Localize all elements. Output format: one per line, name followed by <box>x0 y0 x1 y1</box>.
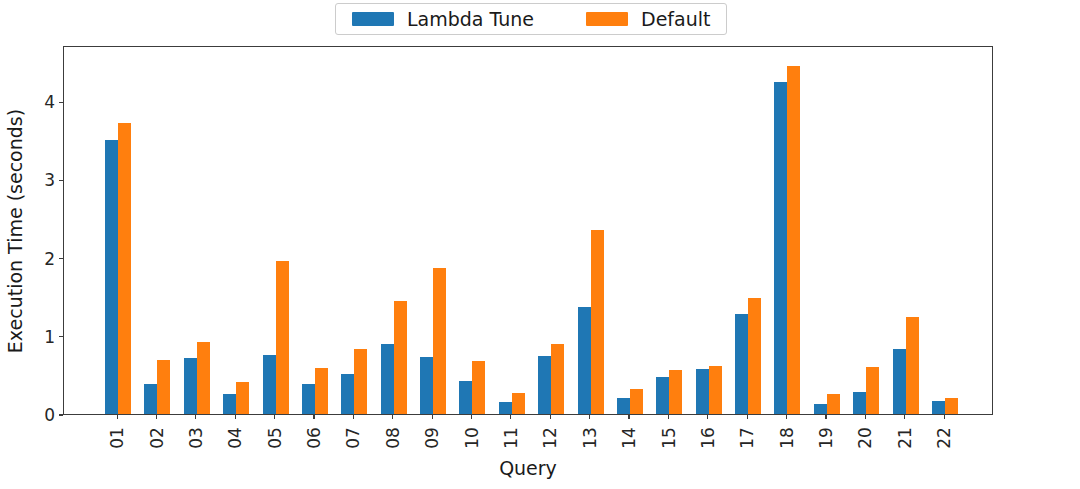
x-tick-label-21: 21 <box>885 418 925 458</box>
x-tick-label-01: 01 <box>97 418 137 458</box>
x-tick-label-03: 03 <box>176 418 216 458</box>
bar-default-01 <box>118 123 131 414</box>
x-tick-label-18: 18 <box>766 418 806 458</box>
x-tick-label-15: 15 <box>648 418 688 458</box>
legend-entry-default: Default <box>586 8 710 30</box>
y-tick-mark-3 <box>59 180 63 181</box>
x-tick-label-10: 10 <box>451 418 491 458</box>
bar-default-05 <box>276 261 289 414</box>
bar-default-12 <box>551 344 564 414</box>
bar-default-15 <box>669 370 682 414</box>
x-tick-label-17: 17 <box>727 418 767 458</box>
plot-area <box>63 46 993 415</box>
x-tick-label-12: 12 <box>530 418 570 458</box>
x-tick-label-14: 14 <box>609 418 649 458</box>
bar-lambda-tune-21 <box>893 349 906 414</box>
bar-default-06 <box>315 368 328 414</box>
bars-container <box>64 47 992 414</box>
bar-lambda-tune-12 <box>538 356 551 414</box>
y-tick-label-2: 2 <box>19 248 55 270</box>
bar-default-20 <box>866 367 879 414</box>
bar-default-21 <box>906 317 919 414</box>
bar-default-18 <box>787 66 800 414</box>
legend-entry-lambda-tune: Lambda Tune <box>352 8 534 30</box>
bar-default-17 <box>748 298 761 414</box>
x-axis-title: Query <box>428 457 628 479</box>
bar-lambda-tune-06 <box>302 384 315 414</box>
bar-default-16 <box>709 366 722 414</box>
bar-lambda-tune-01 <box>105 140 118 414</box>
bar-default-13 <box>591 230 604 415</box>
bar-chart-figure: Lambda Tune Default Execution Time (seco… <box>0 0 1080 489</box>
y-tick-mark-1 <box>59 336 63 337</box>
bar-default-14 <box>630 389 643 414</box>
y-tick-label-1: 1 <box>19 326 55 348</box>
bar-default-02 <box>157 360 170 414</box>
bar-default-09 <box>433 268 446 414</box>
bar-default-04 <box>236 382 249 414</box>
y-tick-label-0: 0 <box>19 404 55 426</box>
bar-default-22 <box>945 398 958 414</box>
bar-default-10 <box>472 361 485 414</box>
y-tick-mark-2 <box>59 258 63 259</box>
bar-lambda-tune-09 <box>420 357 433 414</box>
bar-lambda-tune-20 <box>853 392 866 414</box>
bar-lambda-tune-19 <box>814 404 827 414</box>
y-tick-label-4: 4 <box>19 91 55 113</box>
bar-lambda-tune-07 <box>341 374 354 414</box>
bar-lambda-tune-14 <box>617 398 630 414</box>
bar-lambda-tune-13 <box>578 307 591 414</box>
bar-default-08 <box>394 301 407 414</box>
bar-lambda-tune-15 <box>656 377 669 414</box>
x-tick-label-08: 08 <box>373 418 413 458</box>
bar-lambda-tune-03 <box>184 358 197 414</box>
bar-lambda-tune-18 <box>774 82 787 414</box>
bar-lambda-tune-10 <box>459 381 472 414</box>
bar-lambda-tune-16 <box>696 369 709 414</box>
legend-swatch-default <box>586 12 628 26</box>
bar-lambda-tune-11 <box>499 402 512 415</box>
x-tick-label-04: 04 <box>215 418 255 458</box>
x-tick-label-20: 20 <box>845 418 885 458</box>
bar-lambda-tune-04 <box>223 394 236 414</box>
bar-default-19 <box>827 394 840 414</box>
bar-lambda-tune-08 <box>381 344 394 414</box>
x-tick-label-02: 02 <box>136 418 176 458</box>
bar-default-07 <box>354 349 367 414</box>
x-tick-label-11: 11 <box>491 418 531 458</box>
bar-default-03 <box>197 342 210 414</box>
legend-label-lambda-tune: Lambda Tune <box>407 8 534 30</box>
x-tick-label-22: 22 <box>924 418 964 458</box>
bar-lambda-tune-02 <box>144 384 157 414</box>
x-tick-label-16: 16 <box>688 418 728 458</box>
legend: Lambda Tune Default <box>335 3 727 35</box>
y-tick-mark-4 <box>59 102 63 103</box>
x-tick-label-06: 06 <box>294 418 334 458</box>
legend-swatch-lambda-tune <box>352 12 394 26</box>
legend-label-default: Default <box>641 8 710 30</box>
x-tick-label-19: 19 <box>806 418 846 458</box>
bar-default-11 <box>512 393 525 414</box>
x-tick-label-05: 05 <box>255 418 295 458</box>
x-tick-label-07: 07 <box>333 418 373 458</box>
x-tick-label-13: 13 <box>570 418 610 458</box>
x-tick-label-09: 09 <box>412 418 452 458</box>
bar-lambda-tune-05 <box>263 355 276 414</box>
y-tick-mark-0 <box>59 414 63 415</box>
y-tick-label-3: 3 <box>19 169 55 191</box>
bar-lambda-tune-17 <box>735 314 748 414</box>
bar-lambda-tune-22 <box>932 401 945 414</box>
